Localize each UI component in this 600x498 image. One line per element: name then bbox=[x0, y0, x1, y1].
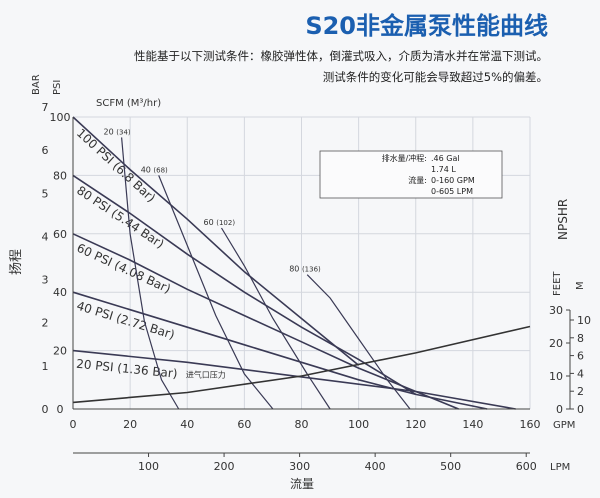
gpm-tick-label: 0 bbox=[70, 418, 77, 431]
air-consumption-curve bbox=[220, 227, 331, 410]
spec-value: 0-605 LPM bbox=[431, 187, 473, 196]
bar-tick-label: 0 bbox=[42, 403, 49, 416]
x-axis-label: 流量 bbox=[290, 477, 314, 491]
npshr-curve bbox=[72, 325, 531, 404]
feet-tick-label: 20 bbox=[549, 337, 563, 350]
air-consumption-curves: 20 (34) 40 (68) 60 (102) 80 (136) bbox=[104, 127, 411, 410]
y-axis-label: 扬程 bbox=[9, 249, 24, 275]
lpm-tick-label: 400 bbox=[365, 460, 386, 473]
head-curve bbox=[72, 291, 488, 410]
psi-tick-label: 100 bbox=[50, 111, 71, 124]
gpm-unit-label: GPM bbox=[553, 420, 575, 431]
bar-tick-label: 4 bbox=[42, 230, 49, 243]
air-consumption-curve bbox=[121, 137, 180, 410]
lpm-unit-label: LPM bbox=[550, 462, 570, 473]
feet-tick-label: 30 bbox=[549, 304, 563, 317]
spec-value: 1.74 L bbox=[431, 165, 456, 174]
m-tick-label: 8 bbox=[577, 332, 584, 345]
feet-tick-label: 10 bbox=[549, 370, 563, 383]
spec-value: .46 Gal bbox=[431, 154, 460, 163]
head-curve bbox=[72, 349, 516, 410]
air-consumption-label: 80 (136) bbox=[289, 265, 321, 274]
npshr-axis-label: NPSHR bbox=[556, 199, 570, 240]
page-title: S20非金属泵性能曲线 bbox=[305, 12, 548, 40]
head-curve bbox=[72, 116, 360, 366]
spec-box-frame bbox=[319, 150, 503, 199]
bar-tick-label: 6 bbox=[42, 144, 49, 157]
axes bbox=[72, 117, 574, 457]
feet-axis-label: FEET bbox=[552, 271, 563, 296]
air-consumption-curve bbox=[158, 175, 274, 410]
spec-label: 流量: bbox=[408, 175, 427, 185]
m-tick-label: 6 bbox=[577, 350, 584, 363]
m-tick-label: 10 bbox=[577, 314, 591, 327]
lpm-tick-label: 300 bbox=[289, 460, 310, 473]
bar-tick-label: 5 bbox=[42, 187, 49, 200]
psi-tick-label: 60 bbox=[53, 228, 67, 241]
lpm-tick-label: 600 bbox=[516, 460, 537, 473]
air-consumption-label: 40 (68) bbox=[141, 165, 168, 174]
psi-tick-label: 0 bbox=[57, 403, 64, 416]
bar-tick-label: 2 bbox=[42, 317, 49, 330]
head-curve bbox=[72, 174, 417, 396]
test-conditions-note: 性能基于以下测试条件：橡胶弹性体，倒灌式吸入，介质为清水并在常温下测试。 bbox=[134, 49, 548, 63]
air-consumption-label: 60 (102) bbox=[204, 218, 236, 227]
lpm-tick-label: 100 bbox=[138, 460, 159, 473]
bar-tick-label: 7 bbox=[42, 101, 49, 114]
bar-tick-label: 3 bbox=[42, 274, 49, 287]
spec-label: 排水量/冲程: bbox=[382, 153, 427, 163]
npshr-curve bbox=[72, 325, 531, 404]
gpm-tick-label: 20 bbox=[123, 418, 137, 431]
psi-tick-label: 40 bbox=[53, 286, 67, 299]
gpm-tick-label: 40 bbox=[180, 418, 194, 431]
gpm-tick-label: 100 bbox=[348, 418, 369, 431]
m-axis-label: M bbox=[575, 281, 586, 290]
m-tick-label: 0 bbox=[577, 403, 584, 416]
head-curve bbox=[72, 233, 459, 410]
psi-axis-label: PSI bbox=[52, 80, 63, 95]
lpm-tick-label: 500 bbox=[440, 460, 461, 473]
bar-axis-label: BAR bbox=[31, 74, 42, 95]
inlet-pressure-annotation: 进气口压力 bbox=[186, 369, 226, 379]
gpm-tick-label: 60 bbox=[237, 418, 251, 431]
gpm-tick-label: 160 bbox=[520, 418, 541, 431]
gpm-tick-label: 140 bbox=[462, 418, 483, 431]
scfm-axis-label: SCFM (M³/hr) bbox=[96, 98, 161, 109]
gpm-tick-label: 80 bbox=[295, 418, 309, 431]
spec-value: 0-160 GPM bbox=[431, 176, 475, 185]
bar-tick-label: 1 bbox=[42, 360, 49, 373]
air-consumption-label: 20 (34) bbox=[104, 127, 131, 136]
m-tick-label: 4 bbox=[577, 367, 584, 380]
air-consumption-curve bbox=[306, 274, 411, 410]
series-label: 40 PSI (2.72 Bar) bbox=[75, 299, 176, 342]
lpm-tick-label: 200 bbox=[214, 460, 235, 473]
psi-tick-label: 20 bbox=[53, 345, 67, 358]
m-tick-label: 2 bbox=[577, 385, 584, 398]
spec-box: 排水量/冲程: .46 Gal 1.74 L 流量: 0-160 GPM 0-605 LP… bbox=[319, 150, 503, 199]
psi-tick-label: 80 bbox=[53, 169, 67, 182]
feet-tick-label: 0 bbox=[556, 403, 563, 416]
gpm-tick-label: 120 bbox=[405, 418, 426, 431]
deviation-note: 测试条件的变化可能会导致超过5%的偏差。 bbox=[322, 70, 548, 84]
